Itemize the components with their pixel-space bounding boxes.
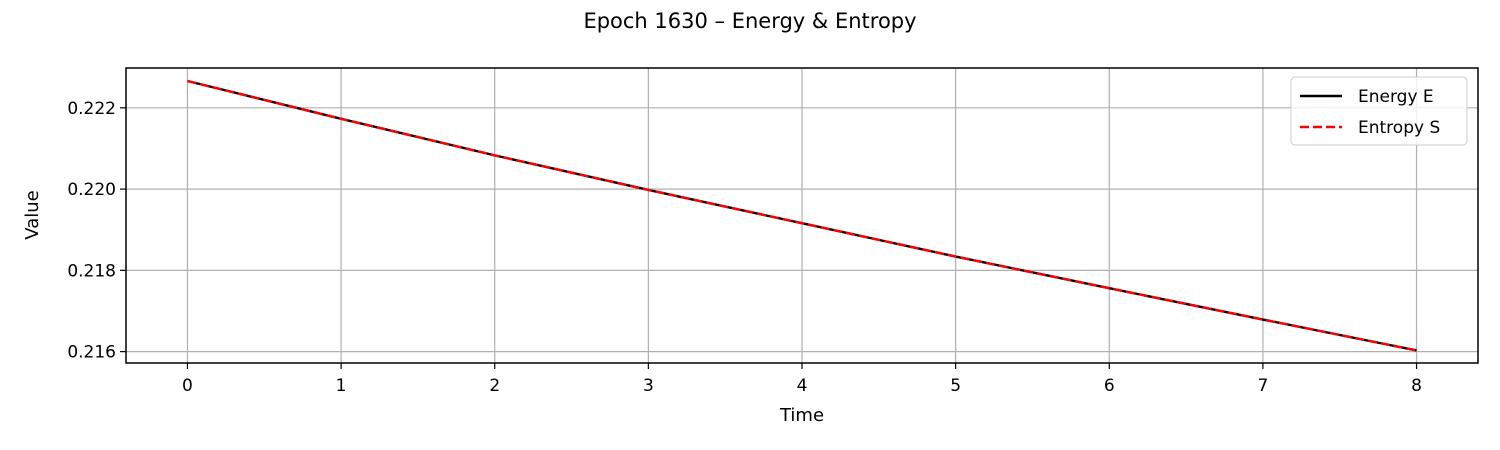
y-tick-label: 0.218 bbox=[67, 261, 116, 281]
y-tick-label: 0.220 bbox=[67, 180, 116, 200]
x-tick-label: 0 bbox=[182, 376, 193, 396]
x-tick-label: 5 bbox=[950, 376, 961, 396]
x-tick-label: 1 bbox=[336, 376, 347, 396]
x-tick-label: 6 bbox=[1104, 376, 1115, 396]
series-line-entropy bbox=[187, 79, 1417, 352]
y-tick-label: 0.222 bbox=[67, 99, 116, 119]
y-axis-label: Value bbox=[22, 190, 43, 239]
y-tick-label: 0.216 bbox=[67, 343, 116, 363]
x-tick-label: 7 bbox=[1257, 376, 1268, 396]
x-tick-label: 3 bbox=[643, 376, 654, 396]
x-axis-label: Time bbox=[779, 405, 824, 426]
chart-title: Epoch 1630 – Energy & Entropy bbox=[583, 9, 916, 33]
grid bbox=[126, 68, 1478, 363]
y-axis: 0.216 0.218 0.220 0.222 bbox=[67, 99, 126, 363]
x-tick-label: 4 bbox=[797, 376, 808, 396]
legend: Energy E Entropy S bbox=[1290, 76, 1468, 146]
x-tick-label: 8 bbox=[1411, 376, 1422, 396]
x-tick-label: 2 bbox=[489, 376, 500, 396]
x-axis: 0 1 2 3 4 5 6 7 8 bbox=[182, 363, 1422, 396]
legend-label: Entropy S bbox=[1358, 118, 1440, 138]
series-lines bbox=[187, 79, 1417, 352]
legend-label: Energy E bbox=[1358, 87, 1434, 107]
